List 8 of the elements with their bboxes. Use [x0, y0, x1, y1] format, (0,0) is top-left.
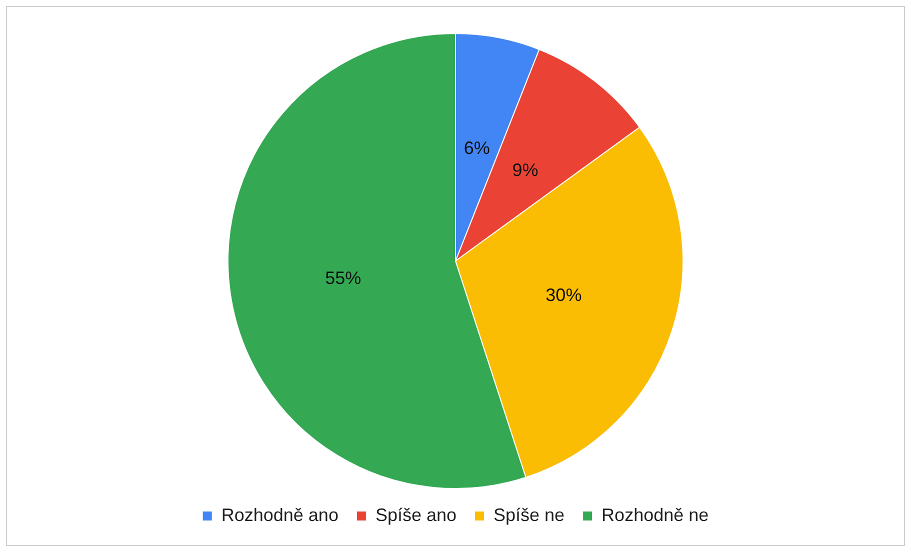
data-label: 9%: [512, 160, 538, 180]
data-label: 6%: [464, 138, 490, 158]
legend-label: Rozhodně ne: [602, 504, 709, 525]
legend-label: Rozhodně ano: [221, 504, 338, 525]
data-label: 55%: [325, 268, 362, 288]
legend-label: Spíše ano: [375, 504, 457, 525]
legend-label: Spíše ne: [494, 504, 565, 525]
data-label: 30%: [546, 285, 582, 306]
